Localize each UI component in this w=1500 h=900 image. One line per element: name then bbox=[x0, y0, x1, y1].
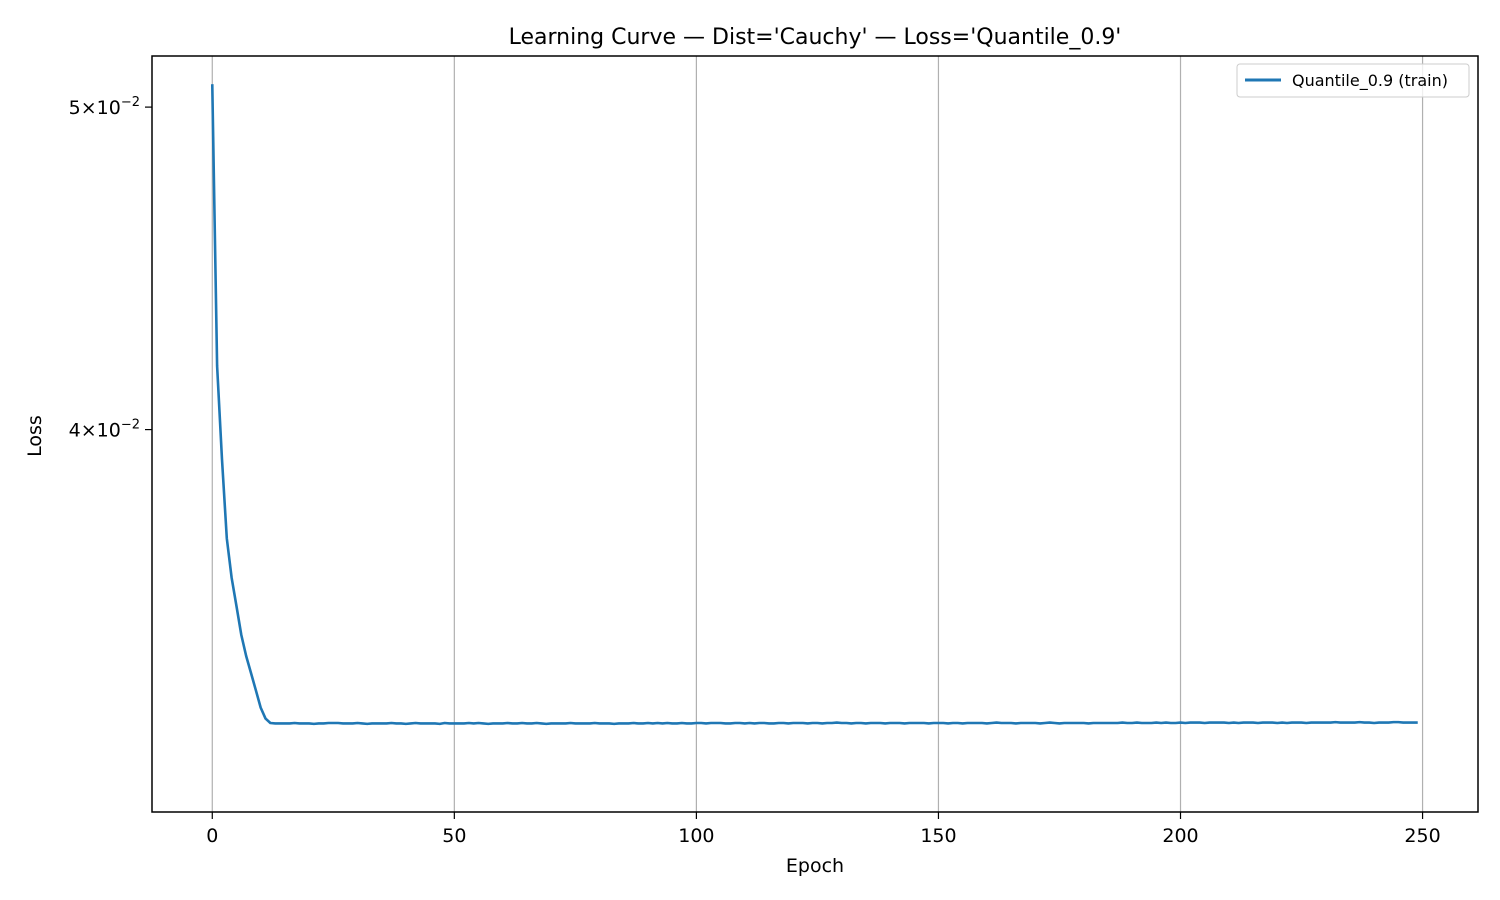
plot-frame bbox=[151, 55, 1479, 813]
gridlines bbox=[211, 56, 1424, 812]
chart-title: Learning Curve — Dist='Cauchy' — Loss='Q… bbox=[509, 25, 1122, 50]
legend: Quantile_0.9 (train) bbox=[1236, 63, 1470, 98]
y-tick-label: 5×10−2 bbox=[69, 95, 140, 119]
legend-label: Quantile_0.9 (train) bbox=[1292, 71, 1448, 91]
legend-box bbox=[1236, 63, 1470, 98]
x-axis-label: Epoch bbox=[786, 855, 844, 877]
x-axis-ticks: 0 50 100 150 200 250 bbox=[206, 812, 1441, 847]
y-tick-label: 4×10−2 bbox=[69, 418, 140, 442]
y-axis-label: Loss bbox=[24, 415, 46, 457]
x-tick-label: 250 bbox=[1404, 825, 1440, 847]
series-layer bbox=[210, 84, 1418, 726]
y-axis-ticks: 5×10−2 4×10−2 bbox=[69, 95, 152, 442]
x-tick-label: 150 bbox=[920, 825, 956, 847]
x-tick-label: 200 bbox=[1162, 825, 1198, 847]
x-tick-label: 50 bbox=[442, 825, 466, 847]
x-tick-label: 0 bbox=[206, 825, 218, 847]
x-tick-label: 100 bbox=[678, 825, 714, 847]
series-line-quantile-train bbox=[210, 84, 1418, 726]
